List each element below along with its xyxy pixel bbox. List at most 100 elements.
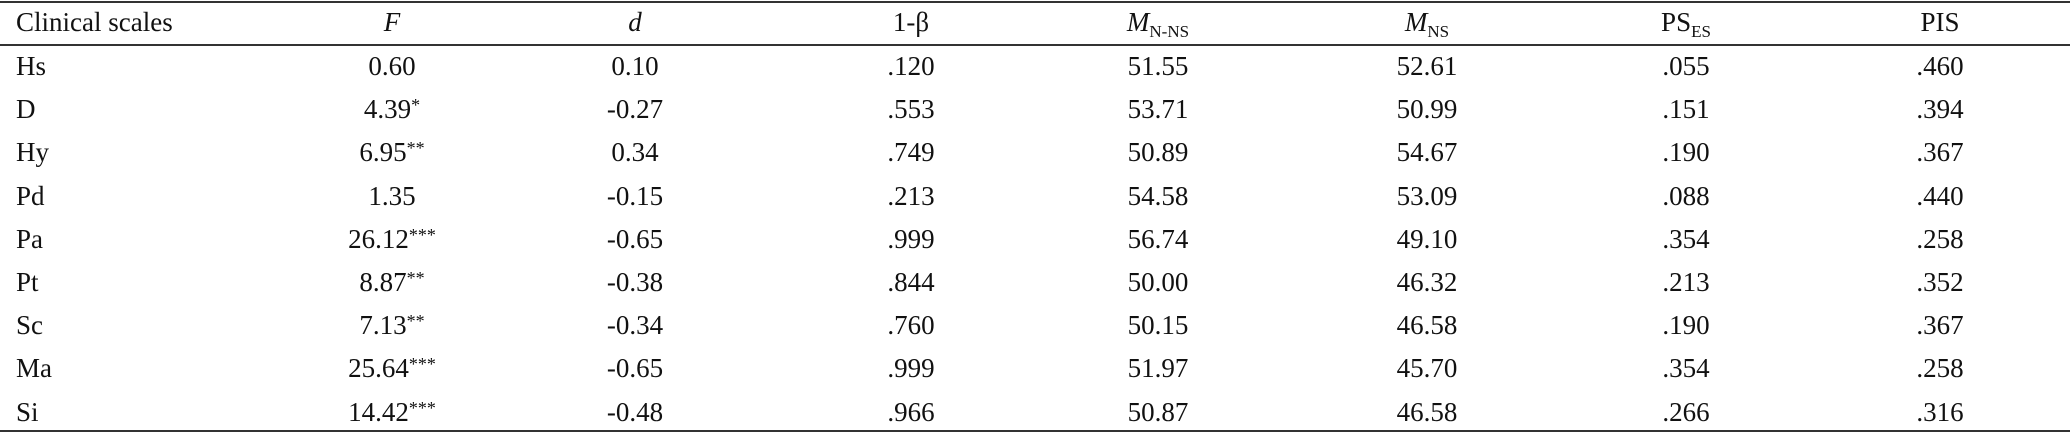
- table-cell: .213: [1566, 262, 1806, 302]
- cell-text: .266: [1662, 396, 1710, 427]
- significance: **: [406, 268, 425, 288]
- table-cell: .460: [1820, 46, 2060, 86]
- cell-text: 7.13: [359, 310, 407, 341]
- top-rule: [0, 1, 2070, 3]
- header-cell: F: [272, 2, 512, 42]
- cell-text: Pd: [16, 180, 45, 211]
- cell-text: Si: [16, 396, 39, 427]
- cell-text: .749: [887, 137, 935, 168]
- table-cell: .190: [1566, 132, 1806, 172]
- table-cell: 26.12***: [272, 219, 512, 259]
- header-cell: Clinical scales: [16, 2, 173, 42]
- header-text: M: [1126, 7, 1150, 37]
- cell-text: 0.34: [611, 137, 659, 168]
- table-cell: 50.89: [1038, 132, 1278, 172]
- cell-text: 45.70: [1396, 353, 1458, 384]
- table-cell: 53.09: [1307, 176, 1547, 216]
- table-cell: .367: [1820, 305, 2060, 345]
- header-text: d: [628, 7, 642, 37]
- table-cell: .088: [1566, 176, 1806, 216]
- cell-text: .760: [887, 310, 935, 341]
- significance: **: [406, 311, 425, 332]
- table-cell: -0.27: [515, 89, 755, 129]
- cell-text: .966: [887, 396, 935, 427]
- cell-text: 50.89: [1127, 137, 1189, 168]
- cell-text: .151: [1662, 94, 1710, 125]
- header-text: F: [383, 7, 401, 37]
- cell-text: .213: [1662, 267, 1710, 297]
- cell-text: .258: [1916, 353, 1964, 384]
- table-cell: 56.74: [1038, 219, 1278, 259]
- table-cell: .999: [791, 219, 1031, 259]
- header-cell: PIS: [1820, 2, 2060, 42]
- cell-text: -0.27: [606, 94, 664, 125]
- cell-text: 25.64: [348, 353, 409, 384]
- cell-text: .213: [887, 180, 935, 211]
- table-cell: -0.15: [515, 176, 755, 216]
- header-text: PS: [1661, 7, 1692, 37]
- table-cell: .749: [791, 132, 1031, 172]
- cell-text: .460: [1916, 51, 1964, 81]
- table-cell: -0.34: [515, 305, 755, 345]
- table-cell: 6.95**: [272, 132, 512, 172]
- cell-text: 50.15: [1127, 310, 1189, 341]
- table-cell: 50.87: [1038, 392, 1278, 432]
- table-cell: 8.87**: [272, 262, 512, 302]
- table-cell: -0.65: [515, 219, 755, 259]
- cell-text: .088: [1662, 180, 1710, 211]
- cell-text: D: [16, 94, 36, 125]
- table-cell: .844: [791, 262, 1031, 302]
- cell-text: Pa: [16, 223, 43, 254]
- table-cell: -0.38: [515, 262, 755, 302]
- header-cell: d: [515, 2, 755, 42]
- row-label: Hs: [16, 46, 46, 86]
- table-cell: -0.48: [515, 392, 755, 432]
- cell-text: Hy: [16, 137, 49, 168]
- cell-text: 4.39: [363, 94, 412, 125]
- cell-text: 0.10: [611, 51, 659, 81]
- cell-text: .354: [1662, 223, 1710, 254]
- significance: ***: [408, 354, 436, 375]
- header-text: 1-β: [892, 7, 930, 37]
- cell-text: -0.38: [606, 267, 664, 297]
- cell-text: .316: [1916, 396, 1964, 427]
- table-cell: 45.70: [1307, 348, 1547, 388]
- significance: ***: [408, 397, 436, 418]
- header-subscript: NS: [1427, 22, 1450, 41]
- row-label: Pt: [16, 262, 39, 302]
- table-cell: -0.65: [515, 348, 755, 388]
- header-text: M: [1404, 7, 1428, 37]
- cell-text: -0.15: [606, 180, 664, 211]
- table-cell: 0.10: [515, 46, 755, 86]
- table-cell: .190: [1566, 305, 1806, 345]
- header-cell: PSES: [1566, 2, 1806, 42]
- table-cell: .258: [1820, 348, 2060, 388]
- table-cell: .354: [1566, 348, 1806, 388]
- cell-text: .367: [1916, 310, 1964, 341]
- cell-text: 0.60: [368, 51, 416, 81]
- table-cell: .760: [791, 305, 1031, 345]
- header-cell: MN-NS: [1038, 2, 1278, 42]
- cell-text: -0.34: [606, 310, 664, 341]
- table-cell: .266: [1566, 392, 1806, 432]
- table-cell: 51.55: [1038, 46, 1278, 86]
- table-cell: 14.42***: [272, 392, 512, 432]
- cell-text: 50.87: [1127, 396, 1189, 427]
- table-cell: .966: [791, 392, 1031, 432]
- table-cell: .440: [1820, 176, 2060, 216]
- header-text: Clinical scales: [16, 7, 173, 37]
- row-label: D: [16, 89, 36, 129]
- row-label: Sc: [16, 305, 43, 345]
- cell-text: 54.67: [1396, 137, 1458, 168]
- cell-text: 53.09: [1396, 180, 1458, 211]
- significance: *: [411, 95, 421, 116]
- cell-text: .553: [887, 94, 935, 125]
- cell-text: 1.35: [368, 180, 416, 211]
- cell-text: .055: [1662, 51, 1710, 81]
- cell-text: 52.61: [1396, 51, 1458, 81]
- cell-text: -0.48: [606, 396, 664, 427]
- cell-text: 50.99: [1396, 94, 1458, 125]
- cell-text: .354: [1662, 353, 1710, 384]
- row-label: Ma: [16, 348, 52, 388]
